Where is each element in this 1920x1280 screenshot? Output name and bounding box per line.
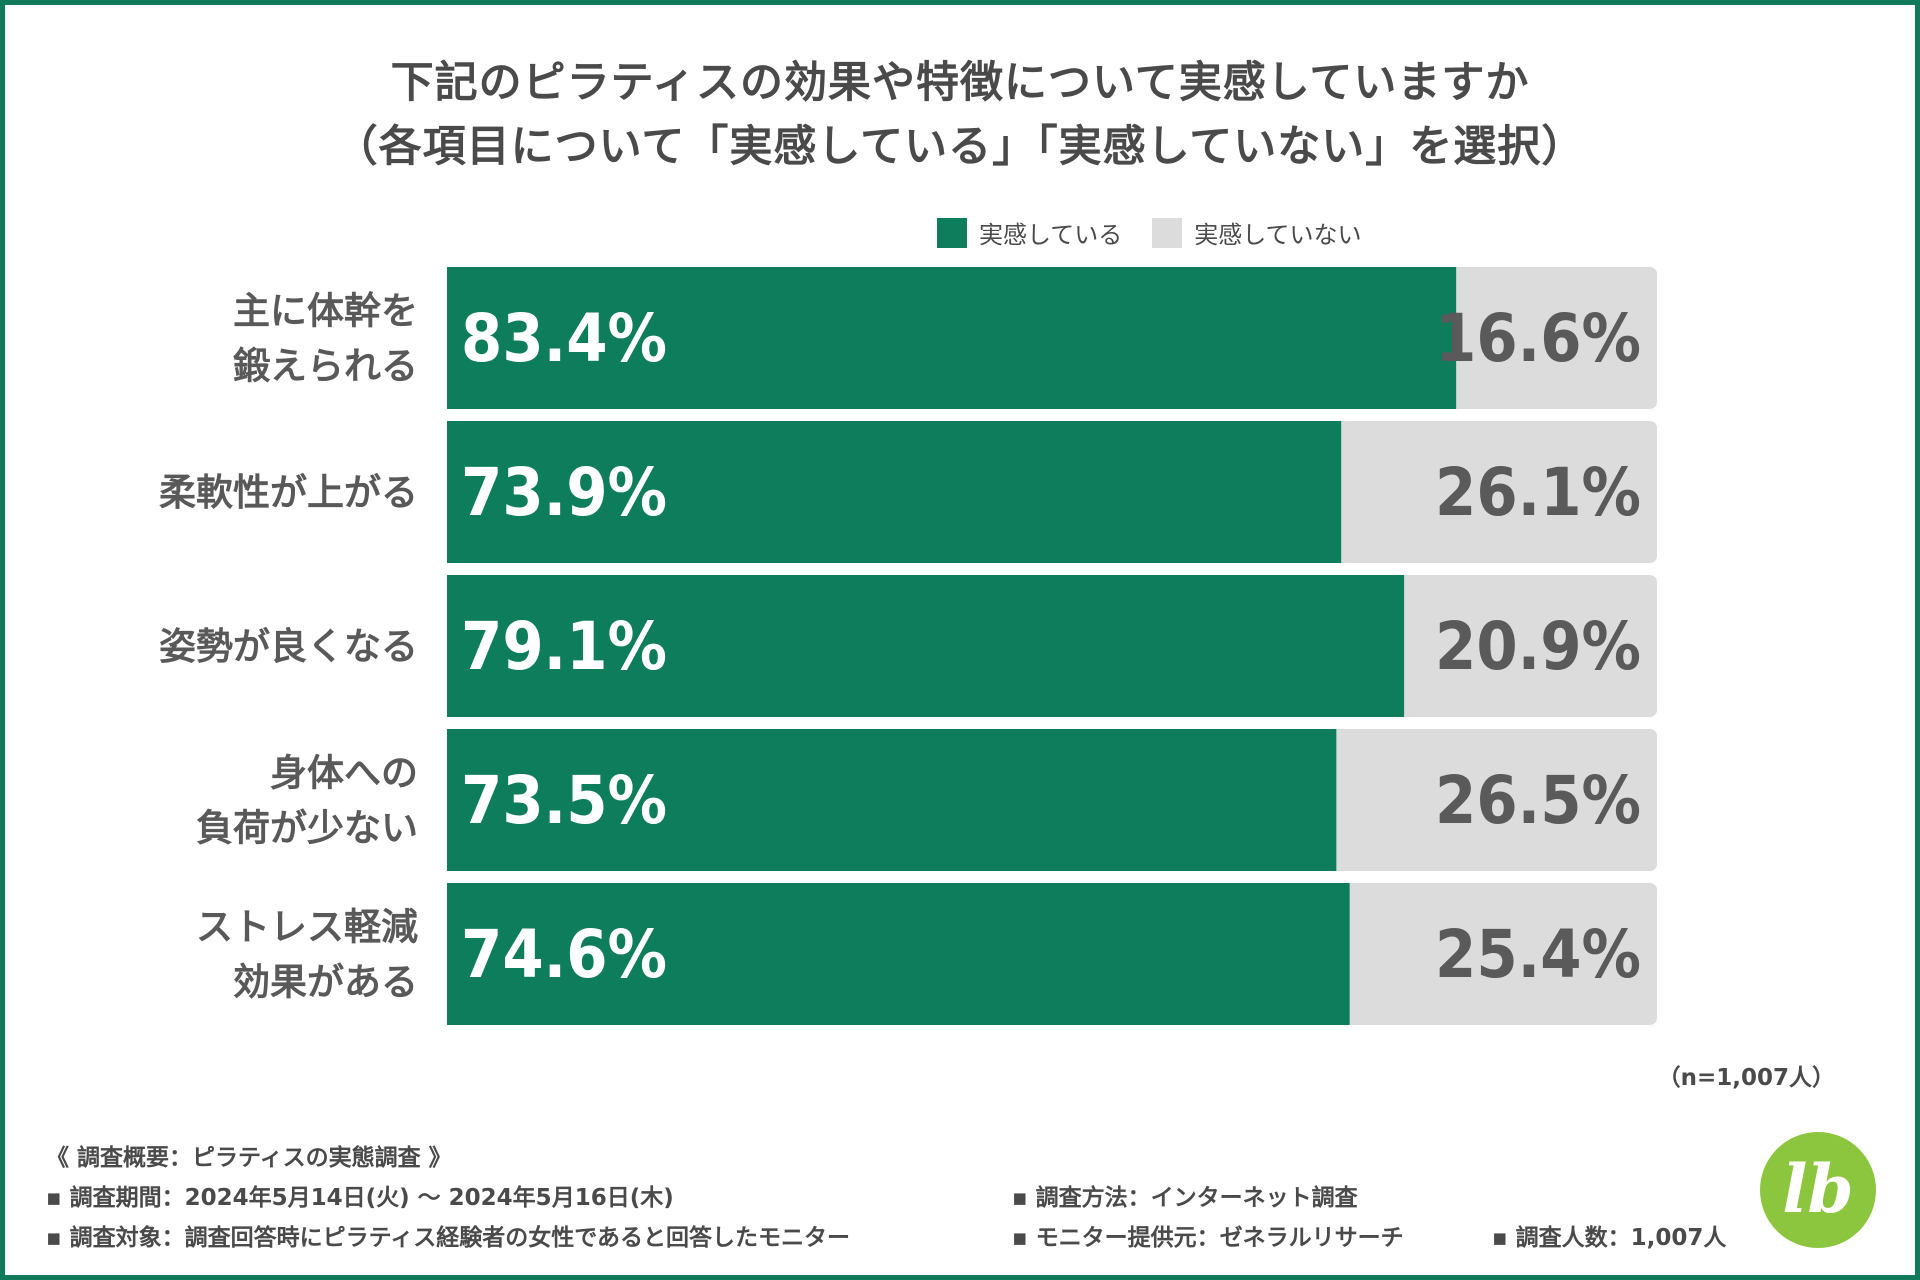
value-label-yes-0: 83.4%: [461, 300, 667, 377]
monitor-provider: モニター提供元：ゼネラルリサーチ: [1035, 1225, 1404, 1251]
logo-text: lb: [1782, 1150, 1853, 1228]
footer-heading: 《 調査概要：ピラティスの実態調査 》: [46, 1145, 452, 1171]
bullet: ▪: [1012, 1185, 1028, 1211]
legend-swatch-yes: [937, 217, 967, 248]
value-label-no-2: 20.9%: [1435, 608, 1641, 685]
monitor-provider-wrap: ▪ モニター提供元：ゼネラルリサーチ: [1012, 1218, 1404, 1252]
survey-period: 調査期間：2024年5月14日(火) 〜 2024年5月16日(木): [69, 1185, 674, 1211]
value-label-no-0: 16.6%: [1435, 300, 1641, 377]
category-label-1-0: 柔軟性が上がる: [159, 471, 418, 514]
bullet: ▪: [46, 1225, 62, 1251]
legend: 実感している 実感していない: [937, 215, 1392, 250]
value-label-no-3: 26.5%: [1435, 762, 1641, 839]
bar-yes-4: [447, 883, 1350, 1025]
value-label-yes-1: 73.9%: [461, 454, 667, 531]
value-label-yes-4: 74.6%: [461, 916, 667, 993]
legend-item-no: 実感していない: [1152, 215, 1362, 250]
legend-label-yes: 実感している: [979, 221, 1123, 249]
category-label-3-1: 負荷が少ない: [196, 807, 418, 850]
category-label-2-0: 姿勢が良くなる: [159, 625, 418, 668]
category-label-0-0: 主に体幹を: [233, 290, 418, 333]
chart-title-line2: （各項目について「実感している」「実感していない」を選択）: [334, 122, 1586, 172]
survey-target: 調査対象：調査回答時にピラティス経験者の女性であると回答したモニター: [69, 1225, 850, 1251]
brand-logo: lb: [1760, 1132, 1876, 1248]
bullet: ▪: [1012, 1225, 1028, 1251]
bar-yes-1: [447, 421, 1342, 563]
value-label-yes-2: 79.1%: [461, 608, 667, 685]
bullet: ▪: [1492, 1225, 1508, 1251]
legend-swatch-no: [1152, 217, 1183, 248]
survey-method-wrap: ▪ 調査方法：インターネット調査: [1012, 1178, 1358, 1212]
value-label-no-4: 25.4%: [1435, 916, 1641, 993]
survey-count: 調査人数：1,007人: [1515, 1225, 1727, 1251]
legend-item-yes: 実感している: [937, 215, 1122, 250]
footer-row-2: ▪ 調査対象：調査回答時にピラティス経験者の女性であると回答したモニター ▪ モ…: [46, 1218, 1726, 1252]
category-label-0-1: 鍛えられる: [233, 345, 418, 388]
sample-size-note: （n=1,007人）: [1657, 1065, 1835, 1091]
bullet: ▪: [46, 1185, 62, 1211]
bar-yes-3: [447, 729, 1337, 871]
survey-count-wrap: ▪ 調査人数：1,007人: [1492, 1218, 1726, 1252]
category-label-4-1: 効果がある: [233, 961, 418, 1004]
survey-method: 調査方法：インターネット調査: [1035, 1185, 1358, 1211]
value-label-no-1: 26.1%: [1435, 454, 1641, 531]
bar-yes-2: [447, 575, 1405, 717]
logo-circle: [1760, 1132, 1876, 1248]
value-label-yes-3: 73.5%: [461, 762, 667, 839]
chart-title-line1: 下記のピラティスの効果や特徴について実感していますか: [390, 58, 1530, 108]
legend-label-no: 実感していない: [1194, 221, 1362, 249]
category-label-4-0: ストレス軽減: [196, 906, 418, 949]
category-label-3-0: 身体への: [270, 752, 418, 795]
bar-yes-0: [447, 267, 1457, 409]
footer-row-1: ▪ 調査期間：2024年5月14日(火) 〜 2024年5月16日(木) ▪ 調…: [46, 1178, 1358, 1212]
